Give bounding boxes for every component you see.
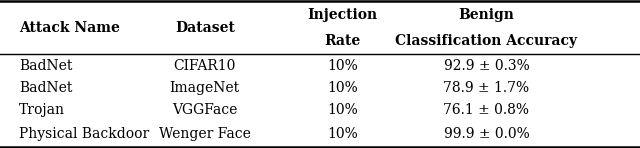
Text: CIFAR10: CIFAR10 [173, 59, 236, 73]
Text: 10%: 10% [327, 127, 358, 141]
Text: Wenger Face: Wenger Face [159, 127, 251, 141]
Text: Trojan: Trojan [19, 103, 65, 117]
Text: 10%: 10% [327, 81, 358, 95]
Text: Injection: Injection [307, 8, 378, 22]
Text: Classification Accuracy: Classification Accuracy [396, 34, 577, 48]
Text: Physical Backdoor: Physical Backdoor [19, 127, 150, 141]
Text: Benign: Benign [458, 8, 515, 22]
Text: Dataset: Dataset [175, 21, 235, 35]
Text: BadNet: BadNet [19, 59, 72, 73]
Text: Rate: Rate [324, 34, 360, 48]
Text: 92.9 ± 0.3%: 92.9 ± 0.3% [444, 59, 529, 73]
Text: 99.9 ± 0.0%: 99.9 ± 0.0% [444, 127, 529, 141]
Text: ImageNet: ImageNet [170, 81, 240, 95]
Text: 10%: 10% [327, 59, 358, 73]
Text: 76.1 ± 0.8%: 76.1 ± 0.8% [444, 103, 529, 117]
Text: BadNet: BadNet [19, 81, 72, 95]
Text: Attack Name: Attack Name [19, 21, 120, 35]
Text: VGGFace: VGGFace [172, 103, 237, 117]
Text: 78.9 ± 1.7%: 78.9 ± 1.7% [444, 81, 529, 95]
Text: 10%: 10% [327, 103, 358, 117]
